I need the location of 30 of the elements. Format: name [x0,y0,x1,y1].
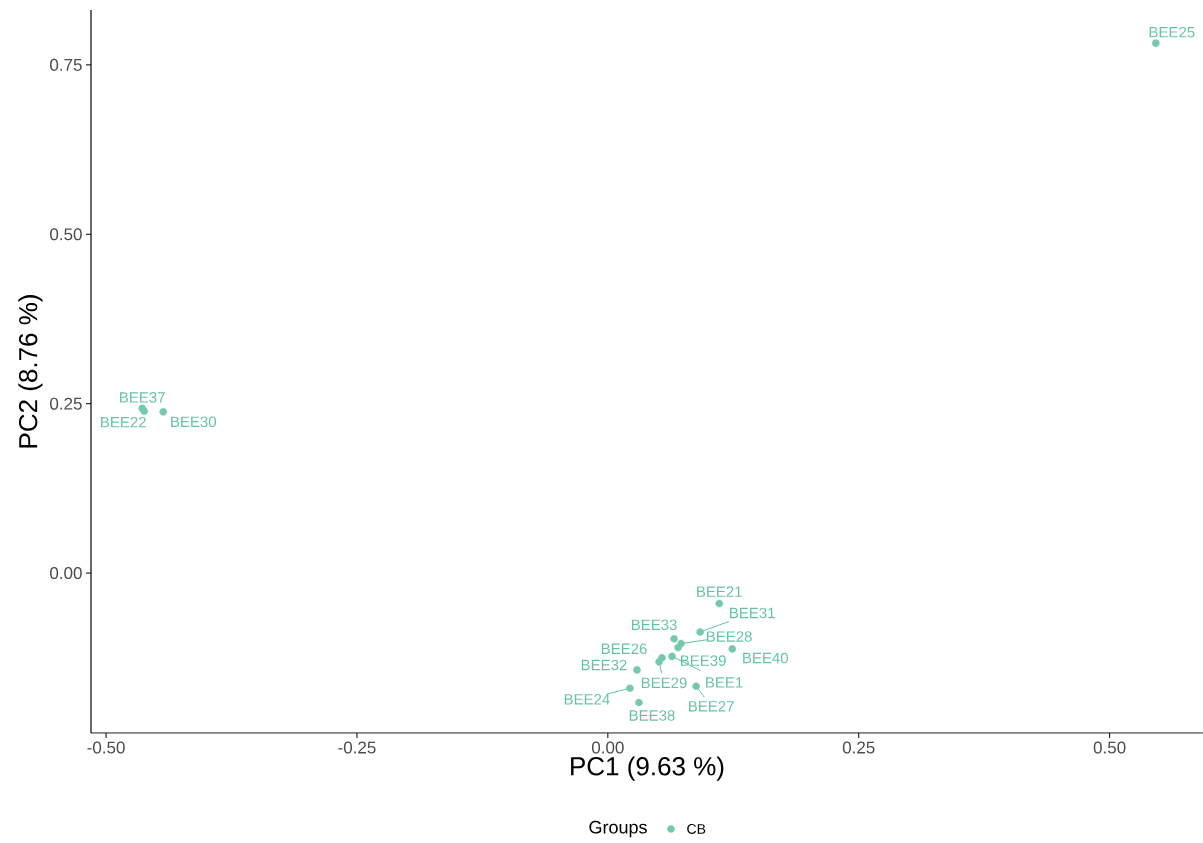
annotation: BEE28 [706,631,752,642]
y-tick-label: 0.25 [50,397,82,410]
legend-label: CB [687,824,706,834]
annotation: BEE31 [730,607,775,619]
x-tick-label: 0.25 [842,741,875,754]
y-axis-title: PC2 (8.76 %) [18,295,43,448]
x-tick-label: 0.00 [591,741,624,754]
x-axis-title: PC1 (9.63 %) [571,756,724,781]
y-tick-label: 0.75 [50,58,82,71]
y-tick-label: 0.50 [50,228,82,241]
annotation: BEE21 [697,586,742,597]
annotation: BEE38 [629,710,675,721]
x-tick-label: 0.50 [1093,741,1126,754]
annotation: BEE32 [581,659,627,671]
x-tick-label: -0.25 [338,741,376,754]
annotation: BEE25 [1149,26,1195,38]
annotation: BEE24 [564,694,610,705]
annotation: BEE37 [120,392,165,403]
annotation: BEE27 [689,700,734,712]
annotation: BEE26 [601,643,647,655]
annotation: BEE39 [680,655,726,666]
annotation: BEE40 [743,652,789,664]
legend-title: Groups [589,820,647,838]
annotation: BEE29 [641,677,687,689]
annotation: BEE1 [706,677,743,688]
annotation: BEE33 [631,619,677,631]
y-tick-label: 0.00 [50,567,82,580]
annotation: BEE30 [171,416,217,428]
x-tick-label: -0.50 [87,741,125,754]
annotation: BEE22 [101,416,146,428]
